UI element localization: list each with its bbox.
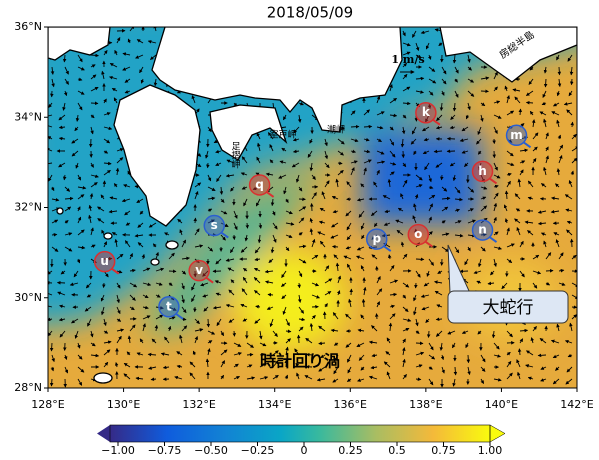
vector [436,319,442,320]
vector [208,319,209,327]
colorbar-end [97,425,110,442]
vector [376,314,377,319]
vector [416,259,424,260]
x-tick-label: 136°E [334,398,367,411]
colorbar-tick-label: −0.75 [148,444,182,456]
colorbar-tick-label: 0 [301,444,308,456]
vector [51,343,52,351]
colorbar-tick-label: −0.50 [194,444,228,456]
vector [195,218,196,223]
vector [428,331,429,337]
x-tick-label: 128°E [31,398,64,411]
island [166,241,178,249]
vector [51,379,52,386]
x-tick-label: 134°E [258,398,291,411]
scale-label: 1 m/s [391,53,424,66]
vector [234,331,235,336]
y-tick-label: 30°N [14,291,42,304]
vector [338,163,342,164]
x-tick-label: 132°E [182,398,215,411]
eddy-id: o [414,227,422,241]
island [94,373,112,383]
eddy-id: p [372,232,381,246]
island [57,208,63,214]
vector [520,109,521,115]
colorbar-tick-label: 0.5 [388,444,406,456]
y-tick-label: 28°N [14,381,42,394]
colorbar-tick-label: 1.00 [478,444,503,456]
vector [416,379,421,380]
vector [247,223,248,228]
vector [268,294,273,295]
colorbar-tick-label: 0.75 [431,444,456,456]
vector [364,126,372,127]
vector [455,367,456,375]
vector [351,126,359,127]
vector [151,379,156,380]
colorbar-end [490,425,505,442]
eddy-id: h [478,164,487,178]
title: 2018/05/09 [267,4,353,22]
colorbar [110,425,490,442]
eddy-id: v [195,263,203,277]
vector [247,354,253,355]
vector [319,343,325,344]
vector [559,67,560,75]
colorbar-tick-label: 0.25 [338,444,363,456]
eddy-id: q [255,177,264,191]
vector [572,122,573,127]
x-tick-label: 142°E [560,398,593,411]
callout-text: 大蛇行 [483,298,534,318]
vector [299,283,300,288]
y-tick-label: 34°N [14,110,42,123]
eddy-id: u [100,254,109,268]
place-label: 潮岬 [327,124,345,136]
eddy-id: m [510,128,523,142]
x-tick-label: 138°E [409,398,442,411]
eddy-id: k [422,105,431,119]
eddy-id: t [166,299,172,313]
colorbar-tick-label: −1.00 [101,444,135,456]
vector [52,234,57,235]
vector [545,79,546,87]
vector [333,246,338,247]
x-tick-label: 130°E [107,398,140,411]
field: u t v s q p o k n h m [20,0,599,388]
y-tick-label: 36°N [14,20,42,33]
colorbar-tick-label: −0.25 [241,444,275,456]
vector [538,355,546,356]
x-tick-label: 140°E [485,398,518,411]
vector [286,331,291,332]
vector [104,181,105,187]
eddy-id: n [478,223,487,237]
eddy-label: 時計回り渦 [260,352,340,371]
place-label: 室戸岬 [269,129,296,141]
y-tick-label: 32°N [14,201,42,214]
island [151,259,159,265]
eddy-id: s [211,218,218,232]
vector [526,102,533,103]
place-label: 足摺岬 [230,141,241,169]
vector [571,79,572,85]
island [104,233,112,239]
vector [468,355,469,363]
